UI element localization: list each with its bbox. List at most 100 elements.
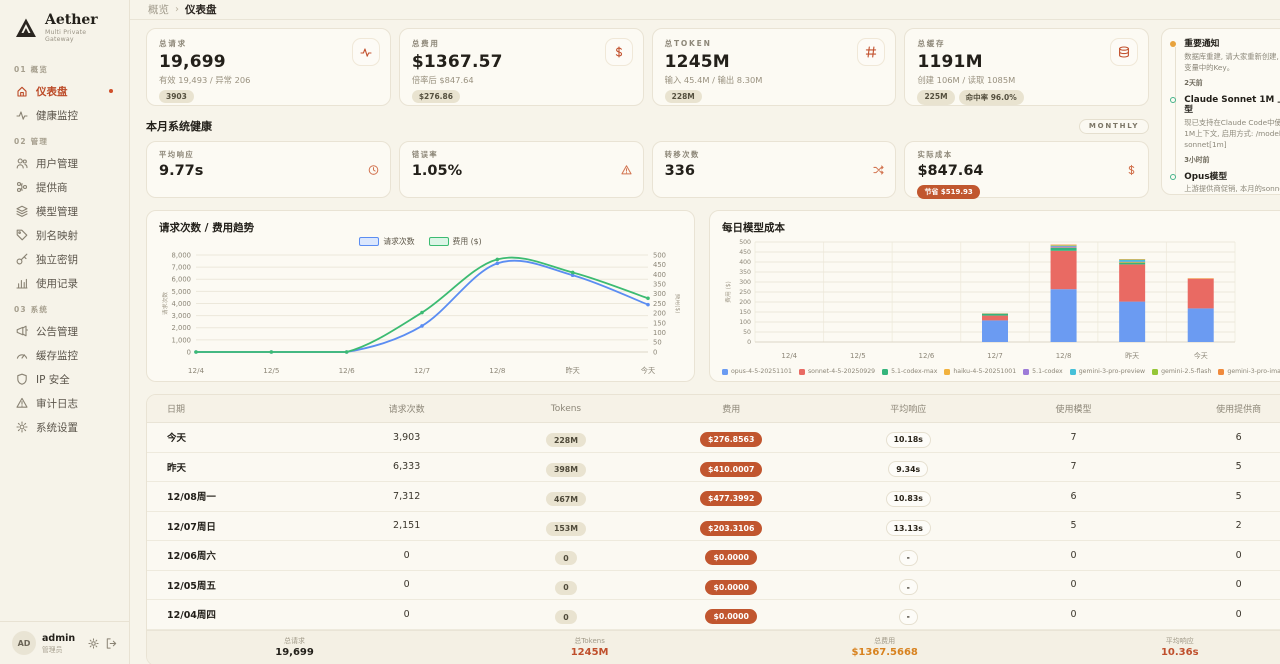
provider-icon xyxy=(16,182,28,193)
cell-response: - xyxy=(820,545,997,566)
svg-text:400: 400 xyxy=(653,271,666,279)
health-card: 实际成本 $847.64 节省 $519.93 xyxy=(904,141,1150,199)
cost-badge: $203.3106 xyxy=(700,520,763,536)
sidebar-item-provider[interactable]: 提供商 xyxy=(10,175,119,199)
user-name: admin xyxy=(42,632,76,644)
health-section-title: 本月系统健康 xyxy=(146,120,212,133)
svg-text:2,000: 2,000 xyxy=(172,324,191,332)
tokens-badge: 398M xyxy=(545,462,586,477)
line-chart-svg: 0 1,000 2,000 3,000 4,000 5,000 6,000 7,000 8,00… xyxy=(161,251,682,375)
bar-segment xyxy=(1050,246,1077,248)
legend-item[interactable]: gemini-2.5-flash xyxy=(1152,368,1211,375)
sidebar-item-activity[interactable]: 健康监控 xyxy=(10,103,119,127)
sidebar-item-label: IP 安全 xyxy=(36,373,70,386)
svg-text:250: 250 xyxy=(739,289,751,296)
health-value: $847.64 xyxy=(917,163,984,179)
svg-text:12/5: 12/5 xyxy=(263,366,279,375)
cell-requests: 0 xyxy=(403,549,410,561)
legend-item[interactable]: 请求次数 xyxy=(359,236,415,247)
stat-subtext: 创建 106M / 读取 1085M xyxy=(917,75,1016,85)
gauge-icon xyxy=(16,354,28,360)
settings-icon[interactable] xyxy=(88,634,99,653)
dollar-icon xyxy=(1128,164,1135,175)
stat-value: 19,699 xyxy=(159,52,226,72)
cell-models: 7 xyxy=(1070,461,1077,473)
svg-text:200: 200 xyxy=(653,310,666,318)
shuffle-icon xyxy=(873,164,885,175)
legend-label: haiku-4-5-20251001 xyxy=(953,368,1017,375)
cell-response: - xyxy=(820,575,997,595)
tokens-badge: 0 xyxy=(555,580,577,595)
sidebar-item-users[interactable]: 用户管理 xyxy=(10,151,119,175)
bar-segment xyxy=(1119,262,1146,263)
response-badge: - xyxy=(898,579,918,595)
legend-item[interactable]: opus-4-5-20251101 xyxy=(722,368,792,375)
stat-badge: 命中率 96.0% xyxy=(958,90,1024,105)
sidebar-item-layers[interactable]: 模型管理 xyxy=(10,199,119,223)
app-name: Aether xyxy=(44,12,98,28)
cost-badge: $0.0000 xyxy=(705,609,757,625)
sidebar-item-dashboard[interactable]: 仪表盘 xyxy=(10,79,119,103)
stat-subtext: 有效 19,493 / 异常 206 xyxy=(159,75,251,85)
sidebar-item-label: 审计日志 xyxy=(36,397,78,410)
total-label: 总请求 xyxy=(284,636,306,645)
sidebar-item-label: 系统设置 xyxy=(36,421,78,434)
total-cell: 总费用 $1367.5668 xyxy=(737,636,1032,658)
sidebar-item-key[interactable]: 独立密钥 xyxy=(10,247,119,271)
svg-text:150: 150 xyxy=(653,319,666,327)
legend-item[interactable]: 5.1-codex-max xyxy=(882,368,937,375)
bar-segment xyxy=(1050,289,1077,342)
legend-item[interactable]: sonnet-4-5-20250929 xyxy=(798,368,876,375)
cell-requests: 2,151 xyxy=(393,520,421,532)
legend-item[interactable]: haiku-4-5-20251001 xyxy=(944,368,1016,375)
stat-card: 总请求 19,699 有效 19,493 / 异常 206 3903 xyxy=(146,28,391,106)
legend-swatch xyxy=(1152,368,1159,375)
bar-segment xyxy=(1050,245,1077,246)
breadcrumb-section[interactable]: 概览 xyxy=(148,4,169,16)
column-header: 费用 xyxy=(722,405,741,415)
column-header: 日期 xyxy=(167,405,186,415)
sidebar-item-alert[interactable]: 审计日志 xyxy=(10,391,119,415)
svg-text:12/8: 12/8 xyxy=(1056,352,1072,360)
notification-dot xyxy=(109,89,113,94)
sidebar-item-label: 提供商 xyxy=(36,181,68,194)
svg-text:5,000: 5,000 xyxy=(172,288,191,296)
nav-section-label: 02 管理 xyxy=(14,137,49,147)
notice-item[interactable]: Claude Sonnet 1M 上下文模型现已支持在Claude Code中使… xyxy=(1169,95,1280,164)
sidebar-item-shield[interactable]: IP 安全 xyxy=(10,367,119,391)
stat-label: 总费用 xyxy=(411,39,440,48)
sidebar-item-megaphone[interactable]: 公告管理 xyxy=(10,319,119,343)
response-badge: 13.13s xyxy=(885,520,931,536)
legend-item[interactable]: 5.1-codex xyxy=(1023,368,1063,375)
legend-label: sonnet-4-5-20250929 xyxy=(807,368,876,375)
breadcrumb-separator: › xyxy=(175,4,179,15)
sidebar-item-chart[interactable]: 使用记录 xyxy=(10,271,119,295)
cell-requests: 0 xyxy=(403,608,410,620)
legend-item[interactable]: gemini-3-pro-preview xyxy=(1069,368,1145,375)
stat-badge: $276.86 xyxy=(411,90,460,103)
legend-item[interactable]: 费用 ($) xyxy=(428,236,482,247)
notice-item[interactable]: 重要通知置顶数据库重建, 请大家重新创建, 更换环境变量中的Key。 2天前 xyxy=(1169,39,1280,87)
cell-response: 9.34s xyxy=(820,457,997,477)
logout-icon xyxy=(106,637,117,649)
total-label: 平均响应 xyxy=(1165,636,1194,645)
svg-text:12/4: 12/4 xyxy=(188,366,205,375)
notice-dot xyxy=(1169,173,1176,180)
stat-badges: 225M 命中率 96.0% xyxy=(917,90,1136,105)
sidebar-item-gear[interactable]: 系统设置 xyxy=(10,415,119,439)
sidebar-item-tag[interactable]: 别名映射 xyxy=(10,223,119,247)
notice-title-row: Opus模型 xyxy=(1184,172,1280,183)
svg-text:100: 100 xyxy=(653,329,666,337)
cell-tokens: 228M xyxy=(489,428,642,447)
logout-icon[interactable] xyxy=(106,634,117,653)
cell-models: 6 xyxy=(1070,490,1077,502)
cell-date: 12/05周五 xyxy=(167,580,216,592)
tokens-badge: 153M xyxy=(545,521,586,536)
legend-item[interactable]: gemini-3-pro-image-preview xyxy=(1218,368,1280,375)
cell-date: 今天 xyxy=(167,433,187,445)
sidebar-item-gauge[interactable]: 缓存监控 xyxy=(10,343,119,367)
table-row: 12/05周五 0 0 $0.0000 - 0 0 xyxy=(147,571,1280,600)
stat-icon-box xyxy=(604,38,633,66)
monthly-toggle[interactable]: MONTHLY xyxy=(1078,118,1150,134)
